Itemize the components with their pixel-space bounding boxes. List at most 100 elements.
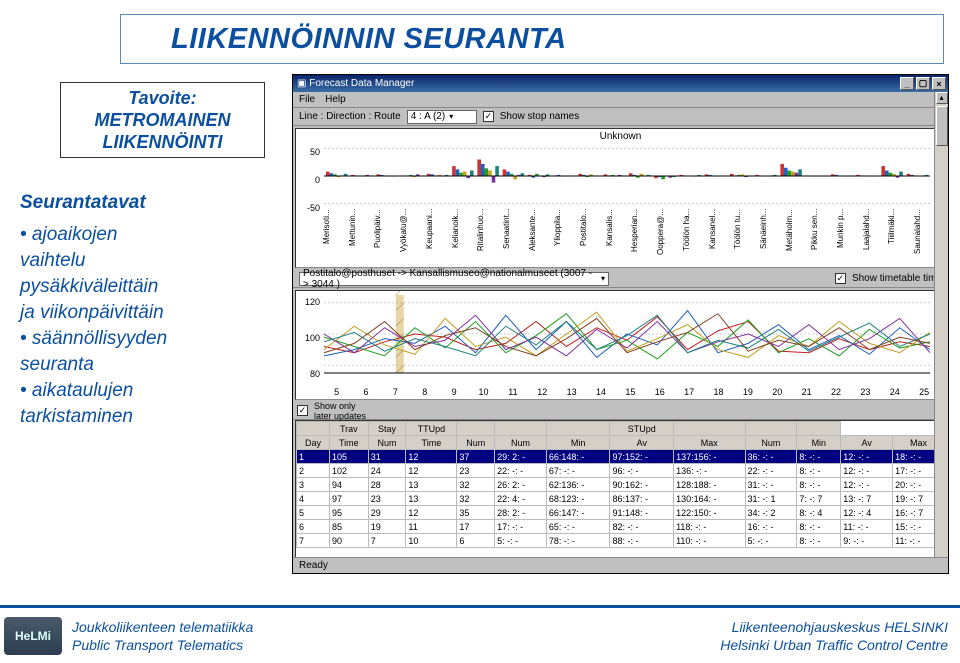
chart2-xtick: 20: [763, 387, 792, 397]
data-table: TravStayTTUpdSTUpd DayTimeNumTimeNumNumM…: [296, 421, 945, 548]
line-label: Line : Direction : Route: [299, 111, 401, 122]
table-cell: 12: -: -: [841, 450, 893, 464]
table-header-cell[interactable]: Av: [841, 436, 893, 450]
table-cell: 97:152: -: [610, 450, 674, 464]
segment-dropdown[interactable]: Postitalo@posthuset -> Kansallismuseo@na…: [299, 272, 609, 286]
stop-name: Metäholm...: [785, 209, 811, 265]
table-row[interactable]: 79071065: -: -78: -: -88: -: -110: -: -5…: [297, 534, 945, 548]
table-header-cell[interactable]: Av: [610, 436, 674, 450]
stop-name: Ooppera@...: [656, 209, 682, 265]
table-cell: 5: -: -: [745, 534, 797, 548]
table-cell: 17: [457, 520, 495, 534]
table-cell: 67: -: -: [546, 464, 610, 478]
table-group-cell: [745, 422, 797, 436]
table-row[interactable]: 68519111717: -: -65: -: -82: -: -118: -:…: [297, 520, 945, 534]
table-cell: 85: [329, 520, 368, 534]
menu-help[interactable]: Help: [325, 94, 346, 105]
segment-value: Postitalo@posthuset -> Kansallismuseo@na…: [303, 268, 597, 290]
table-cell: 12: -: -: [841, 464, 893, 478]
table-cell: 7: [368, 534, 406, 548]
table-cell: 31: [368, 450, 406, 464]
scroll-up-button[interactable]: ▴: [936, 92, 948, 104]
table-header-cell[interactable]: Num: [495, 436, 547, 450]
table-header-cell[interactable]: Time: [406, 436, 457, 450]
table-cell: 35: [457, 506, 495, 520]
table-header-cell[interactable]: Num: [745, 436, 797, 450]
table-header-cell[interactable]: Day: [297, 436, 330, 450]
chart2-xtick: 18: [704, 387, 733, 397]
table-cell: 90: [329, 534, 368, 548]
table-header-cell[interactable]: Time: [329, 436, 368, 450]
table-row[interactable]: 210224122322: -: -67: -: -96: -: -136: -…: [297, 464, 945, 478]
table-header-cell[interactable]: Max: [674, 436, 745, 450]
table-cell: 22: -: -: [495, 464, 547, 478]
table-header-cell[interactable]: Min: [797, 436, 841, 450]
table-cell: 4: [297, 492, 330, 506]
stop-name: Aleksante...: [528, 209, 554, 265]
table-group-cell: [495, 422, 547, 436]
bullet-line: • säännöllisyyden: [20, 326, 270, 352]
table-cell: 13: [406, 478, 457, 492]
deviation-bar-chart: Unknown 50 0 -50 Merisoti...Mettunin...P…: [295, 128, 946, 268]
chart2-xtick: 11: [498, 387, 527, 397]
scroll-thumb[interactable]: [936, 106, 948, 146]
footer-right-line1: Liikenteenohjauskeskus HELSINKI: [720, 618, 948, 636]
stop-name: Vyökatu@...: [399, 209, 425, 265]
table-cell: 28: [368, 478, 406, 492]
table-cell: 6: [457, 534, 495, 548]
close-button[interactable]: ×: [932, 77, 946, 90]
table-cell: 10: [406, 534, 457, 548]
chart2-xtick: 16: [645, 387, 674, 397]
table-cell: 31: -: -: [745, 478, 797, 492]
table-cell: 29: 2: -: [495, 450, 547, 464]
table-group-cell: [797, 422, 841, 436]
table-cell: 128:188: -: [674, 478, 745, 492]
maximize-button[interactable]: ▢: [916, 77, 930, 90]
table-row[interactable]: 39428133226: 2: -62:136: -90:162: -128:1…: [297, 478, 945, 492]
route-dropdown[interactable]: 4 : A (2): [407, 110, 477, 124]
table-cell: 19: [368, 520, 406, 534]
table-cell: 13: -: 7: [841, 492, 893, 506]
vertical-scrollbar[interactable]: ▴: [934, 92, 948, 557]
minimize-button[interactable]: _: [900, 77, 914, 90]
goal-heading: Tavoite:: [128, 87, 196, 109]
content-block: Seurantatavat • ajoaikojen vaihtelu pysä…: [20, 190, 270, 430]
table-cell: 24: [368, 464, 406, 478]
menu-bar: File Help: [293, 92, 948, 108]
table-cell: 28: 2: -: [495, 506, 547, 520]
menu-file[interactable]: File: [299, 94, 315, 105]
table-cell: 102: [329, 464, 368, 478]
chart2-xtick: 12: [528, 387, 557, 397]
table-group-header: TravStayTTUpdSTUpd: [297, 422, 945, 436]
show-timetable-checkbox[interactable]: ✓: [835, 273, 846, 284]
table-header: DayTimeNumTimeNumNumMinAvMaxNumMinAvMax: [297, 436, 945, 450]
table-cell: 96: -: -: [610, 464, 674, 478]
table-cell: 97: [329, 492, 368, 506]
chart2-xticks: 5678910111213141516171819202122232425: [322, 387, 939, 397]
table-group-cell: [457, 422, 495, 436]
chart2-xtick: 6: [351, 387, 380, 397]
table-row[interactable]: 59529123528: 2: -66:147: -91:148: -122:1…: [297, 506, 945, 520]
table-cell: 12: [406, 464, 457, 478]
table-row[interactable]: 49723133222: 4: -68:123: -86:137: -130:1…: [297, 492, 945, 506]
table-cell: 32: [457, 492, 495, 506]
stop-name: Ritalinhuo...: [476, 209, 502, 265]
table-cell: 90:162: -: [610, 478, 674, 492]
table-cell: 12: -: 4: [841, 506, 893, 520]
table-cell: 26: 2: -: [495, 478, 547, 492]
chart2-xtick: 17: [675, 387, 704, 397]
table-header-cell[interactable]: Num: [368, 436, 406, 450]
chart2-xtick: 22: [821, 387, 850, 397]
stop-name: Sänäeinh...: [759, 209, 785, 265]
footer: HeLMi Joukkoliikenteen telematiikka Publ…: [0, 605, 960, 663]
table-row[interactable]: 110531123729: 2: -66:148: -97:152: -137:…: [297, 450, 945, 464]
table-header-cell[interactable]: Min: [546, 436, 610, 450]
window-titlebar[interactable]: ▣ Forecast Data Manager _ ▢ ×: [293, 75, 948, 92]
table-header-cell[interactable]: Num: [457, 436, 495, 450]
window-title: Forecast Data Manager: [309, 78, 414, 89]
show-only-later-checkbox[interactable]: ✓: [297, 405, 308, 416]
table-cell: 17: -: -: [495, 520, 547, 534]
show-stop-names-checkbox[interactable]: ✓: [483, 111, 494, 122]
table-cell: 136: -: -: [674, 464, 745, 478]
toolbar-segment: Postitalo@posthuset -> Kansallismuseo@na…: [293, 270, 948, 288]
